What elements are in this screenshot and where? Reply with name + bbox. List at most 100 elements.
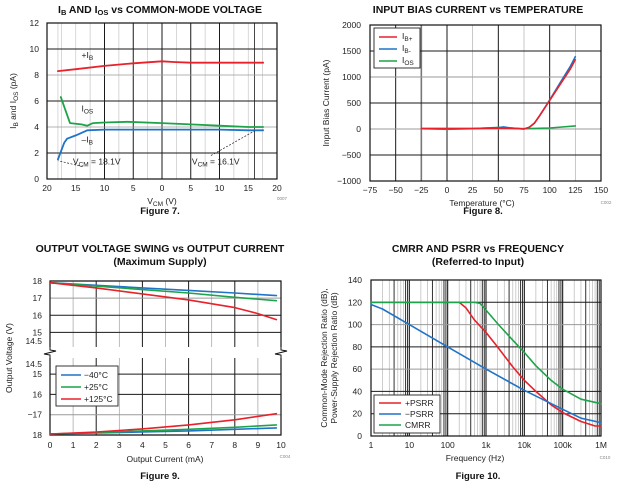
y-tick-label: 40	[353, 386, 363, 396]
y-tick-label: −17	[28, 410, 43, 420]
y-tick-label: 80	[353, 342, 363, 352]
x-tick-label: 0	[160, 183, 165, 193]
text-part: V	[147, 196, 153, 206]
series-line-psrr	[370, 303, 602, 424]
x-tick-label: 1	[369, 440, 374, 450]
text-part: = 18.1V	[89, 157, 121, 167]
y-tick-label: 120	[348, 297, 362, 307]
annotation-arrow	[210, 130, 255, 156]
annotation-arrow	[58, 160, 83, 167]
text-part: V	[73, 157, 79, 167]
x-tick-label: 0	[445, 185, 450, 195]
figure-8: INPUT BIAS CURRENT vs TEMPERATURE −1000 −5…	[321, 4, 612, 217]
y-tick-label: 10	[30, 44, 40, 54]
legend-label: −40°C	[84, 370, 108, 380]
y-tick-label: 1000	[342, 72, 361, 82]
y-tick-label: 15	[33, 327, 43, 337]
x-tick-label: 15	[71, 183, 81, 193]
figure-caption: Figure 7.	[140, 206, 180, 217]
subscript: B-	[404, 48, 411, 55]
legend-label: CMRR	[405, 420, 431, 430]
figure-9: OUTPUT VOLTAGE SWING vs OUTPUT CURRENT(M…	[4, 243, 291, 482]
x-tick-label: 20	[272, 183, 282, 193]
x-tick-label: 75	[519, 185, 529, 195]
plot-frame-lower	[49, 358, 282, 436]
x-tick-label: −75	[363, 185, 378, 195]
plot-frame	[46, 22, 278, 180]
x-tick-label: −50	[388, 185, 403, 195]
figure-caption: Figure 8.	[463, 206, 503, 217]
y-tick-label: −500	[342, 150, 361, 160]
y-tick-label: 16	[33, 310, 43, 320]
figure-code: C010	[600, 455, 611, 460]
subscript: OS	[98, 8, 109, 17]
x-tick-label: 10	[276, 440, 286, 450]
subscript: OS	[13, 91, 20, 101]
y-tick-label: 4	[34, 122, 39, 132]
y-tick-label: 8	[34, 70, 39, 80]
legend-label: −PSRR	[405, 409, 434, 419]
y-tick-label: 14.5	[25, 336, 42, 346]
subscript: CM	[153, 201, 163, 208]
series-line-psrr	[370, 301, 602, 427]
figure-code: C004	[280, 454, 291, 459]
legend-label: +25°C	[84, 382, 108, 392]
text-part: I	[82, 103, 84, 113]
figure-code: 0007	[277, 196, 288, 201]
y-tick-label: 18	[33, 276, 43, 286]
series-line-lower-125-c	[49, 412, 278, 435]
x-tick-label: 8	[232, 440, 237, 450]
subscript: B+	[404, 36, 412, 43]
y-tick-label: 0	[356, 124, 361, 134]
x-tick-label: 20	[42, 183, 52, 193]
text-part: and I	[8, 101, 18, 122]
series-line-upper-25-c	[49, 281, 278, 302]
x-tick-label: 15	[244, 183, 254, 193]
x-tick-label: 4	[140, 440, 145, 450]
subscript: B	[89, 55, 93, 62]
x-tick-label: 10	[405, 440, 415, 450]
chart-title: OUTPUT VOLTAGE SWING vs OUTPUT CURRENT	[36, 243, 285, 255]
x-tick-label: 25	[468, 185, 478, 195]
subscript: B	[61, 8, 67, 17]
series-line-upper-125-c	[49, 281, 278, 321]
x-tick-label: 2	[94, 440, 99, 450]
x-tick-label: 9	[256, 440, 261, 450]
plot-frame	[369, 24, 602, 182]
legend: −40°C +25°C +125°C	[55, 365, 119, 407]
x-tick-label: 5	[163, 440, 168, 450]
series-line-i-os	[59, 96, 265, 128]
x-tick-label: 1	[71, 440, 76, 450]
y-tick-label: 2000	[342, 20, 361, 30]
legend-label: IB+	[402, 31, 413, 43]
subscript: CM	[79, 162, 89, 169]
subscript: B	[13, 122, 20, 126]
y-axis-label: Output Voltage (V)	[4, 323, 14, 393]
y-tick-label: 500	[347, 98, 361, 108]
x-tick-label: 150	[594, 185, 608, 195]
y-axis-label: Power-Supply Rejection Ratio (dB)	[329, 292, 339, 424]
legend-label: +PSRR	[405, 398, 434, 408]
annotation-label: VCM = 16.1V	[192, 157, 240, 169]
subscript: CM	[198, 162, 208, 169]
plot-frame-upper	[49, 280, 282, 347]
x-tick-label: 7	[209, 440, 214, 450]
y-axis-label: Input Bias Current (pA)	[321, 59, 331, 146]
x-tick-label: 5	[131, 183, 136, 193]
x-tick-label: 10	[215, 183, 225, 193]
text-part: –I	[82, 135, 89, 145]
series-line-i-b	[420, 58, 577, 130]
series-line-i-b	[57, 128, 265, 161]
x-tick-label: 3	[117, 440, 122, 450]
x-tick-label: 50	[494, 185, 504, 195]
plot-frame	[370, 279, 602, 437]
text-part: I	[8, 127, 18, 129]
chart-title: IB AND IOS vs COMMON-MODE VOLTAGE	[58, 4, 262, 17]
x-tick-label: 5	[188, 183, 193, 193]
axis-break-mark	[43, 347, 57, 358]
annotation-label: VCM = 18.1V	[73, 157, 121, 169]
text-part: (V)	[163, 196, 177, 206]
y-tick-label: 14.5	[25, 359, 42, 369]
text-part: I	[402, 31, 404, 41]
